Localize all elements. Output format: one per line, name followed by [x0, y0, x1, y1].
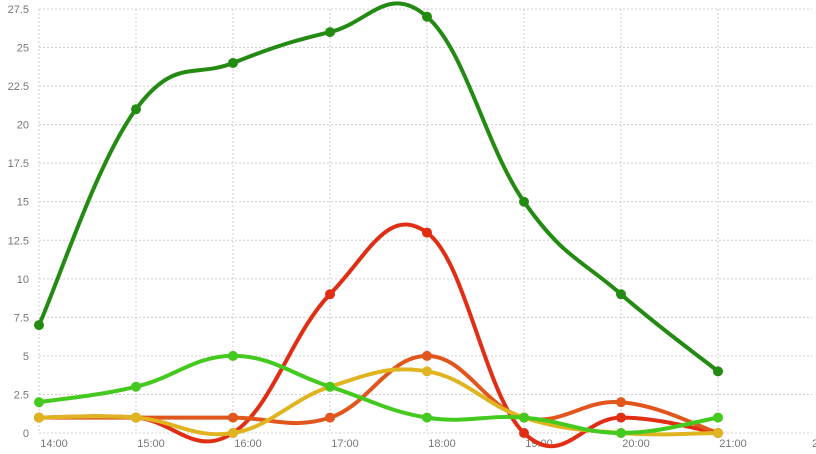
data-point-light-green[interactable] — [616, 428, 626, 438]
data-point-dark-green[interactable] — [34, 320, 44, 331]
data-point-red[interactable] — [519, 428, 529, 438]
x-tick-label: 15:00 — [137, 438, 165, 450]
data-point-yellow[interactable] — [422, 366, 432, 377]
x-tick-label: 20:00 — [622, 438, 650, 450]
data-point-light-green[interactable] — [228, 350, 238, 361]
x-tick-label-extra: 2 — [812, 438, 816, 450]
data-point-dark-green[interactable] — [519, 196, 529, 207]
y-tick-label: 25 — [17, 43, 29, 55]
x-tick-label: 16:00 — [234, 438, 262, 450]
y-tick-label: 0 — [23, 428, 29, 440]
series-group — [34, 1, 723, 449]
data-point-light-green[interactable] — [713, 412, 723, 423]
data-point-dark-green[interactable] — [616, 289, 626, 300]
data-point-dark-green[interactable] — [325, 27, 335, 38]
data-point-red[interactable] — [616, 412, 626, 423]
x-tick-label: 18:00 — [428, 438, 456, 450]
x-tick-label: 14:00 — [40, 438, 68, 450]
data-point-yellow[interactable] — [34, 412, 44, 423]
series-line-light-green — [37, 353, 720, 435]
data-point-yellow[interactable] — [131, 412, 141, 423]
data-point-dark-green[interactable] — [131, 104, 141, 115]
data-point-dark-green[interactable] — [422, 11, 432, 22]
data-point-dark-green[interactable] — [713, 366, 723, 377]
data-point-orange[interactable] — [325, 412, 335, 423]
x-axis: 14:00 15:00 16:00 17:00 18:00 19:00 20:00 21:00… — [40, 438, 816, 450]
data-point-orange[interactable] — [616, 397, 626, 408]
data-point-red[interactable] — [422, 227, 432, 238]
data-point-light-green[interactable] — [131, 381, 141, 392]
data-point-dark-green[interactable] — [228, 57, 238, 68]
y-tick-label: 27.5 — [8, 4, 29, 16]
x-tick-label: 17:00 — [331, 438, 359, 450]
series-line-red — [37, 222, 720, 449]
data-point-light-green[interactable] — [325, 381, 335, 392]
y-tick-label: 2.5 — [14, 389, 29, 401]
data-point-light-green[interactable] — [519, 412, 529, 423]
data-point-light-green[interactable] — [34, 397, 44, 408]
data-point-orange[interactable] — [228, 412, 238, 423]
y-tick-label: 5 — [23, 351, 29, 363]
y-tick-label: 20 — [17, 120, 29, 132]
y-axis: 0 2.5 5 7.5 10 12.5 15 17.5 20 22.5 25 27.5 — [8, 4, 29, 440]
data-point-orange[interactable] — [422, 350, 432, 361]
y-tick-label: 17.5 — [8, 158, 29, 170]
data-point-red[interactable] — [325, 289, 335, 300]
y-tick-label: 12.5 — [8, 235, 29, 247]
y-tick-label: 10 — [17, 274, 29, 286]
x-tick-label: 21:00 — [719, 438, 747, 450]
y-tick-label: 22.5 — [8, 81, 29, 93]
y-tick-label: 7.5 — [14, 312, 29, 324]
grid — [38, 8, 812, 434]
data-point-light-green[interactable] — [422, 412, 432, 423]
data-point-yellow[interactable] — [713, 428, 723, 438]
y-tick-label: 15 — [17, 197, 29, 209]
data-point-yellow[interactable] — [228, 428, 238, 438]
series-line-dark-green — [37, 1, 720, 374]
